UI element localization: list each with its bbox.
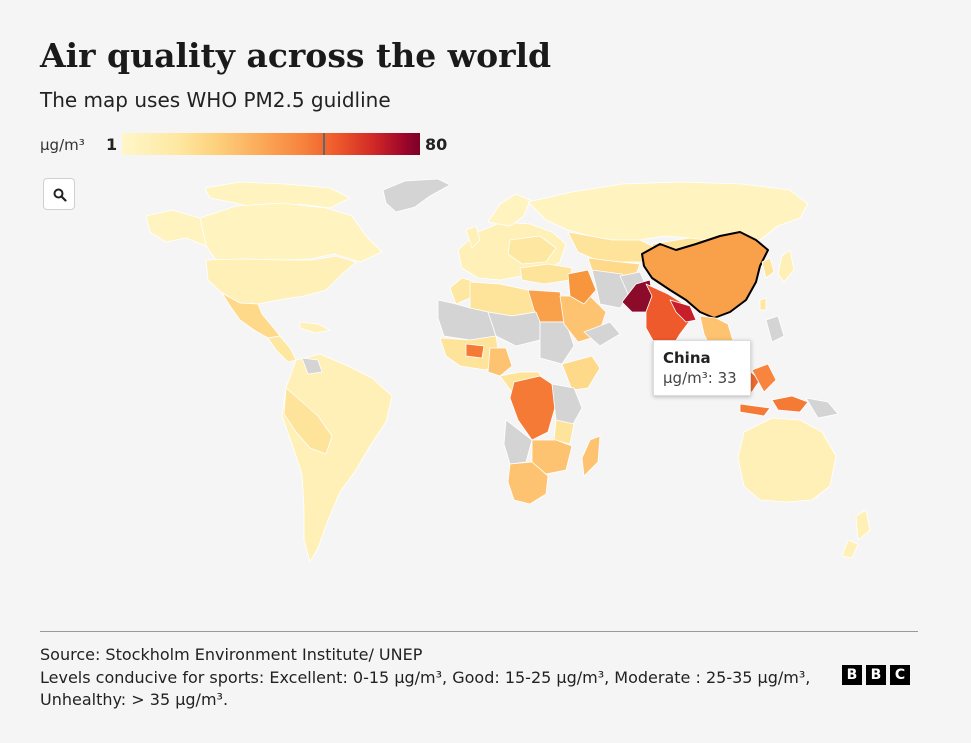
- bbc-logo-b1: B: [842, 665, 862, 685]
- australia: [737, 417, 837, 503]
- tooltip-value: µg/m³: 33: [663, 369, 737, 387]
- legend-unit: µg/m³: [40, 136, 85, 154]
- east-africa: [551, 383, 583, 427]
- new-zealand-south: [841, 539, 859, 559]
- philippines: [765, 315, 785, 343]
- china: [641, 231, 769, 319]
- sports-levels-note: Levels conducive for sports: Excellent: …: [40, 668, 811, 709]
- footer-divider: [40, 631, 918, 632]
- south-america: [281, 353, 393, 563]
- subtitle: The map uses WHO PM2.5 guidline: [40, 88, 391, 112]
- alaska: [145, 209, 207, 247]
- eastern-europe: [507, 235, 557, 265]
- bbc-logo-c: C: [890, 665, 910, 685]
- scandinavia: [487, 193, 531, 227]
- dr-congo: [509, 375, 557, 441]
- source-note: Source: Stockholm Environment Institute/…: [40, 645, 423, 664]
- zoom-button[interactable]: [43, 178, 75, 210]
- legend-marker: [323, 133, 325, 155]
- peru-bolivia: [283, 387, 333, 455]
- indonesia-east: [771, 395, 809, 413]
- burkina-faso: [465, 343, 485, 359]
- java: [739, 403, 771, 417]
- taiwan: [759, 297, 767, 311]
- search-icon: [53, 188, 67, 202]
- japan: [777, 249, 795, 283]
- iraq: [567, 269, 597, 305]
- south-africa: [507, 461, 549, 505]
- legend-min: 1: [106, 135, 118, 154]
- indonesia-borneo: [751, 363, 777, 393]
- tanzania: [553, 419, 575, 445]
- madagascar: [581, 435, 601, 477]
- venezuela-gap: [301, 357, 323, 375]
- central-america: [267, 335, 297, 363]
- horn-of-africa: [561, 355, 601, 391]
- sudan: [539, 321, 575, 365]
- papua: [805, 397, 839, 419]
- greenland: [382, 178, 451, 213]
- new-zealand: [855, 509, 871, 541]
- uk: [465, 225, 481, 249]
- page-title: Air quality across the world: [40, 36, 552, 75]
- turkey: [519, 263, 573, 285]
- nigeria: [487, 347, 513, 377]
- korea: [761, 257, 775, 279]
- caribbean: [299, 321, 331, 334]
- legend-max: 80: [425, 135, 448, 154]
- country-tooltip: China µg/m³: 33: [653, 340, 751, 396]
- canada: [199, 202, 383, 263]
- legend-gradient-bar: [122, 133, 420, 155]
- yemen-oman: [583, 321, 621, 347]
- bbc-logo: B B C: [842, 665, 914, 685]
- nepal-bangladesh: [669, 299, 697, 323]
- tooltip-country: China: [663, 349, 711, 367]
- arctic-islands: [204, 181, 351, 211]
- bbc-logo-b2: B: [866, 665, 886, 685]
- world-map[interactable]: [0, 0, 971, 625]
